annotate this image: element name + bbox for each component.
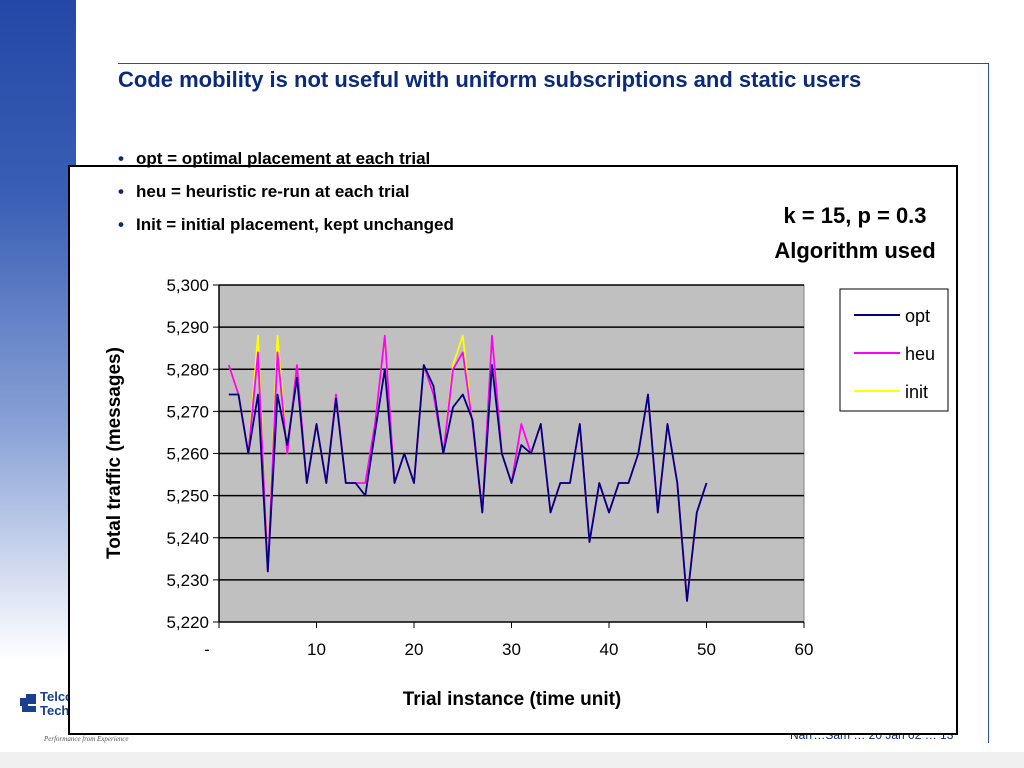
decorative-side-band: [0, 0, 76, 660]
x-tick-label: 50: [697, 640, 716, 659]
line-chart: k = 15, p = 0.3 Algorithm used 5,220 5,23…: [104, 203, 949, 710]
bullet-text: heu = heuristic re-run at each trial: [136, 182, 410, 201]
y-tick-label: 5,300: [166, 276, 209, 295]
y-tick-label: 5,240: [166, 529, 209, 548]
legend-label-opt: opt: [905, 306, 930, 326]
legend: opt heu init: [839, 288, 949, 412]
slide-title: Code mobility is not useful with uniform…: [118, 67, 862, 92]
bullet-dot-icon: •: [118, 149, 124, 168]
bullet-item: • opt = optimal placement at each trial: [118, 142, 454, 175]
bullet-item: • heu = heuristic re-run at each trial: [118, 175, 454, 208]
logo-tagline: Performance from Experience: [44, 735, 129, 743]
chart-title-line1: k = 15, p = 0.3: [783, 203, 926, 228]
bullet-text: Init = initial placement, kept unchanged: [136, 215, 454, 234]
legend-label-init: init: [905, 382, 928, 402]
chart-panel: k = 15, p = 0.3 Algorithm used 5,220 5,23…: [68, 165, 958, 735]
y-tick-label: 5,220: [166, 613, 209, 632]
x-tick-label: -: [204, 640, 210, 659]
logo-text: Telco Tech: [40, 690, 73, 718]
x-tick-label: 30: [502, 640, 521, 659]
logo-text-line2: Tech: [40, 703, 70, 718]
y-tick-label: 5,260: [166, 445, 209, 464]
bullet-item: • Init = initial placement, kept unchange…: [118, 208, 454, 241]
x-tick-label: 10: [307, 640, 326, 659]
legend-label-heu: heu: [905, 344, 935, 364]
bullet-dot-icon: •: [118, 215, 124, 234]
y-axis-label: Total traffic (messages): [104, 347, 125, 559]
y-tick-label: 5,270: [166, 402, 209, 421]
series-line-opt: [228, 364, 708, 602]
x-axis: - 10 20 30 40 50 60: [204, 621, 814, 659]
chart-title-line2: Algorithm used: [774, 238, 935, 263]
bottom-bar: [0, 752, 1024, 768]
y-axis: 5,220 5,230 5,240 5,250 5,260 5,270 5,280 5,290…: [166, 276, 220, 632]
bullet-text: opt = optimal placement at each trial: [136, 149, 431, 168]
y-tick-label: 5,280: [166, 360, 209, 379]
title-divider: [118, 63, 988, 64]
grid-lines: [219, 284, 804, 581]
logo-text-line1: Telco: [40, 689, 73, 704]
y-tick-label: 5,290: [166, 318, 209, 337]
bullet-dot-icon: •: [118, 182, 124, 201]
y-tick-label: 5,250: [166, 487, 209, 506]
series-lines: [227, 334, 708, 602]
bullet-list: • opt = optimal placement at each trial •…: [118, 142, 454, 241]
y-tick-label: 5,230: [166, 571, 209, 590]
x-tick-label: 40: [600, 640, 619, 659]
x-axis-label: Trial instance (time unit): [403, 689, 622, 710]
right-divider: [988, 63, 989, 743]
x-tick-label: 60: [795, 640, 814, 659]
x-tick-label: 20: [405, 640, 424, 659]
company-logo-icon: [20, 694, 36, 712]
